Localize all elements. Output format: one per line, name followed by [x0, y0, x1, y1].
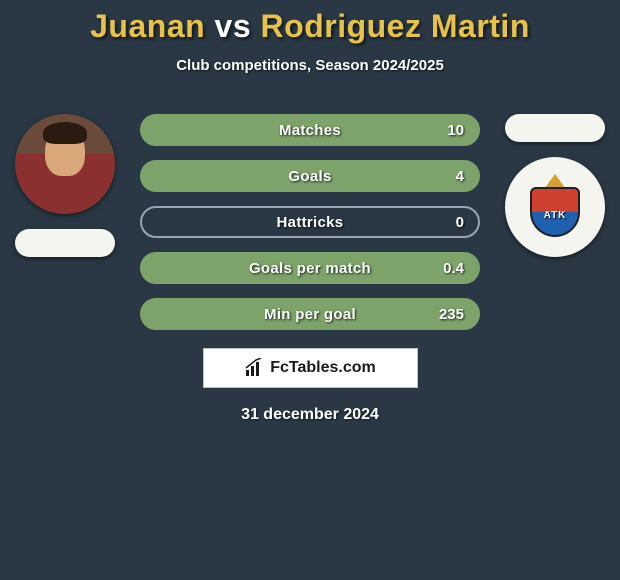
- title-player2: Rodriguez Martin: [261, 8, 530, 44]
- player1-column: [10, 114, 120, 257]
- title-vs: vs: [205, 8, 260, 44]
- stat-row: Goals4: [140, 160, 480, 192]
- stat-value-right: 4: [456, 168, 464, 185]
- footer-site-name: FcTables.com: [270, 359, 376, 377]
- atk-logo: ATK: [520, 172, 590, 242]
- title-player1: Juanan: [90, 8, 205, 44]
- atk-label: ATK: [520, 210, 590, 221]
- footer-plate: FcTables.com: [203, 348, 418, 388]
- stat-label: Hattricks: [142, 214, 478, 231]
- stats-bars: Matches10 Goals4 Hattricks0 Goals per match…: [140, 114, 480, 330]
- player2-column: ATK: [500, 114, 610, 257]
- stat-row: Matches10: [140, 114, 480, 146]
- body-row: Matches10 Goals4 Hattricks0 Goals per match…: [0, 114, 620, 330]
- stat-label: Goals per match: [142, 260, 478, 277]
- stat-label: Matches: [142, 122, 478, 139]
- comparison-container: Juanan vs Rodriguez Martin Club competit…: [0, 0, 620, 424]
- footer-date: 31 december 2024: [0, 406, 620, 424]
- stat-row: Goals per match0.4: [140, 252, 480, 284]
- stat-value-right: 235: [439, 306, 464, 323]
- stat-row: Min per goal235: [140, 298, 480, 330]
- subtitle: Club competitions, Season 2024/2025: [0, 57, 620, 74]
- player2-club-badge: ATK: [505, 157, 605, 257]
- player2-club-pill: [505, 114, 605, 142]
- stat-row: Hattricks0: [140, 206, 480, 238]
- stat-label: Min per goal: [142, 306, 478, 323]
- page-title: Juanan vs Rodriguez Martin: [0, 8, 620, 45]
- stat-value-right: 10: [447, 122, 464, 139]
- player1-avatar: [15, 114, 115, 214]
- stat-label: Goals: [142, 168, 478, 185]
- bar-chart-icon: [244, 358, 264, 378]
- player1-club-badge: [15, 229, 115, 257]
- stat-value-right: 0: [456, 214, 464, 231]
- stat-value-right: 0.4: [443, 260, 464, 277]
